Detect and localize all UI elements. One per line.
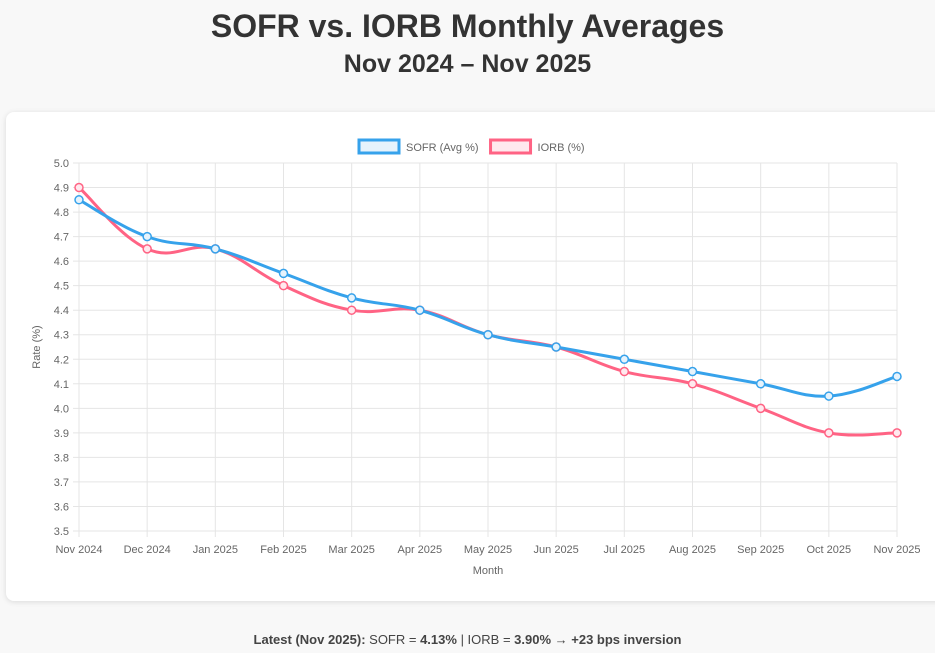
legend-label-0: SOFR (Avg %)	[406, 142, 479, 154]
x-axis-title: Month	[473, 565, 504, 577]
data-point	[687, 379, 698, 389]
legend-swatch-0	[357, 138, 401, 155]
x-tick-label: Oct 2025	[807, 544, 852, 556]
iorb-value: 3.90%	[514, 632, 552, 647]
page-subtitle: Nov 2024 – Nov 2025	[343, 50, 592, 78]
x-tick-label: Aug 2025	[669, 544, 716, 556]
y-tick-label: 4.5	[54, 281, 69, 293]
page-title: SOFR vs. IORB Monthly Averages	[210, 8, 725, 44]
x-tick-label: Dec 2024	[124, 544, 171, 556]
summary-label: Latest (Nov 2025):	[253, 632, 366, 647]
y-tick-label: 3.9	[54, 428, 69, 440]
data-point	[278, 268, 289, 279]
x-tick-label: Mar 2025	[328, 544, 374, 556]
data-point	[415, 305, 425, 315]
y-tick-label: 4.7	[54, 232, 69, 244]
data-point	[74, 182, 84, 193]
chart-card	[6, 112, 935, 601]
y-tick-label: 4.8	[54, 207, 69, 219]
iorb-label: | IORB =	[456, 632, 515, 647]
data-point	[210, 244, 221, 254]
x-tick-label: Jun 2025	[534, 544, 579, 556]
y-tick-label: 4.2	[54, 354, 69, 366]
sofr-label: SOFR =	[365, 632, 421, 647]
y-tick-label: 3.5	[54, 526, 69, 538]
data-point	[483, 329, 493, 340]
data-point	[824, 391, 834, 401]
y-tick-label: 4.6	[54, 256, 69, 268]
data-point	[892, 371, 902, 382]
x-tick-label: Jul 2025	[604, 544, 646, 556]
y-tick-label: 4.3	[54, 330, 69, 342]
inversion-value: +23 bps inversion	[571, 632, 682, 647]
legend-label-1: IORB (%)	[538, 142, 585, 154]
x-tick-label: Sep 2025	[737, 544, 784, 556]
arrow: →	[551, 632, 572, 647]
y-tick-label: 4.9	[54, 183, 69, 195]
y-tick-label: 3.8	[54, 452, 69, 464]
sofr-value: 4.13%	[420, 632, 457, 647]
data-point	[687, 366, 698, 377]
data-point	[892, 428, 902, 438]
data-point	[74, 195, 84, 205]
data-point	[824, 428, 834, 438]
x-tick-label: Nov 2025	[873, 544, 920, 556]
legend-swatch-1	[489, 138, 533, 155]
data-point	[619, 354, 630, 365]
y-tick-label: 4.1	[54, 379, 69, 391]
x-tick-label: Jan 2025	[193, 544, 238, 556]
x-tick-label: Nov 2024	[55, 544, 102, 556]
data-point	[619, 366, 630, 377]
data-point	[551, 342, 561, 352]
y-tick-label: 4.4	[54, 305, 69, 317]
y-tick-label: 3.7	[54, 477, 69, 489]
data-point	[755, 379, 766, 389]
y-tick-label: 4.0	[54, 403, 69, 415]
x-tick-label: May 2025	[464, 544, 512, 556]
data-point	[346, 293, 357, 303]
line-chart: 3.5 3.6 3.7 3.8 3.9 4.0 4.1 4.2 4.3 4.4 4.5 4.6 4.7 4…	[31, 138, 921, 577]
data-point	[278, 280, 289, 291]
x-tick-label: Apr 2025	[398, 544, 443, 556]
x-tick-label: Feb 2025	[260, 544, 306, 556]
y-tick-label: 3.6	[54, 501, 69, 513]
y-tick-label: 5.0	[54, 158, 69, 170]
y-axis-title: Rate (%)	[31, 325, 43, 368]
data-point	[346, 305, 357, 315]
data-point	[142, 231, 152, 242]
data-point	[142, 244, 152, 254]
latest-summary: Latest (Nov 2025): SOFR = 4.13% | IORB =…	[0, 632, 935, 647]
data-point	[755, 403, 766, 414]
